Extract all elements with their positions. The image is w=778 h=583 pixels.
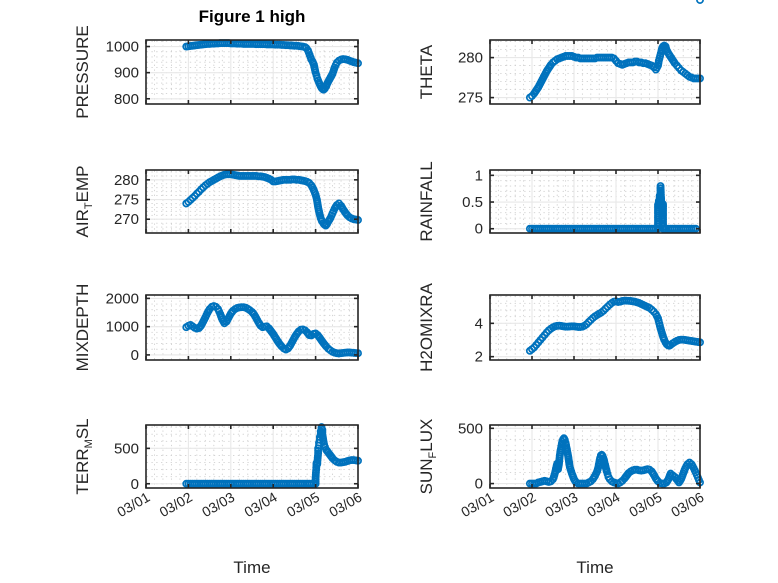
y-tick-label: 500: [114, 440, 139, 457]
panel-h2omixra: 2 4 H2OMIXRA: [417, 282, 704, 372]
x-axis-label: Time: [576, 558, 613, 577]
y-tick-label: 0.5: [462, 194, 483, 211]
axis-box: [489, 424, 701, 489]
tick-marks: [489, 295, 701, 360]
y-tick-label: 1000: [106, 39, 139, 56]
data-series: [182, 170, 362, 230]
y-axis-label: AIRTEMP: [73, 166, 95, 238]
data-series: [525, 0, 704, 233]
y-tick-label: 0: [475, 476, 483, 493]
tick-marks: [489, 425, 701, 488]
y-tick-label: 4: [475, 315, 483, 332]
y-tick-label: 900: [114, 65, 139, 82]
panel-pressure: 800 900 1000 PRESSURE: [73, 25, 362, 119]
y-tick-label: 275: [114, 192, 139, 209]
axis-box: [145, 424, 359, 489]
y-tick-label: 0: [131, 476, 139, 493]
data-series: [525, 296, 704, 355]
axis-box: [489, 294, 701, 361]
figure-title: Figure 1 high: [199, 7, 306, 26]
y-tick-label: 1: [475, 167, 483, 184]
panel-mixdepth: 0 1000 2000 MIXDEPTH: [73, 284, 362, 372]
y-tick-label: 275: [458, 90, 483, 107]
y-axis-label: MIXDEPTH: [73, 284, 92, 372]
y-tick-label: 270: [114, 211, 139, 228]
y-tick-label: 1000: [106, 319, 139, 336]
tick-marks: [145, 170, 359, 233]
tick-marks: [145, 425, 359, 488]
y-axis-label: TERRMSL: [73, 418, 95, 494]
axis-box: [489, 39, 701, 105]
plot-area: [146, 40, 358, 104]
panel-rainfall: 0 0.5 1 RAINFALL: [417, 0, 704, 242]
tick-marks: [145, 295, 359, 360]
major-gridlines: [490, 295, 700, 360]
y-axis-label: PRESSURE: [73, 25, 92, 119]
y-tick-label: 280: [114, 172, 139, 189]
minor-gridlines: [146, 40, 358, 104]
minor-gridlines: [146, 425, 358, 488]
tick-marks: [489, 40, 701, 104]
y-tick-label: 0: [131, 347, 139, 364]
data-series: [525, 434, 704, 488]
y-tick-label: 2: [475, 349, 483, 366]
panel-air_temp: 270 275 280 AIRTEMP: [73, 166, 362, 238]
y-axis-label: THETA: [417, 44, 436, 99]
panel-theta: 275 280 THETA: [417, 39, 704, 107]
y-tick-label: 500: [458, 420, 483, 437]
x-axis-label: Time: [233, 558, 270, 577]
data-series: [182, 302, 362, 358]
axis-box: [145, 169, 359, 234]
y-tick-label: 0: [475, 221, 483, 238]
axis-box: [145, 294, 359, 361]
y-tick-label: 280: [458, 50, 483, 67]
tick-marks: [145, 40, 359, 104]
plot-area: [490, 295, 700, 360]
y-tick-label: 800: [114, 91, 139, 108]
y-axis-label: RAINFALL: [417, 161, 436, 241]
tick-marks: [489, 170, 701, 233]
data-series: [525, 41, 704, 102]
y-tick-label: 2000: [106, 290, 139, 307]
y-axis-label: H2OMIXRA: [417, 282, 436, 371]
y-axis-label: SUNFLUX: [417, 419, 439, 495]
